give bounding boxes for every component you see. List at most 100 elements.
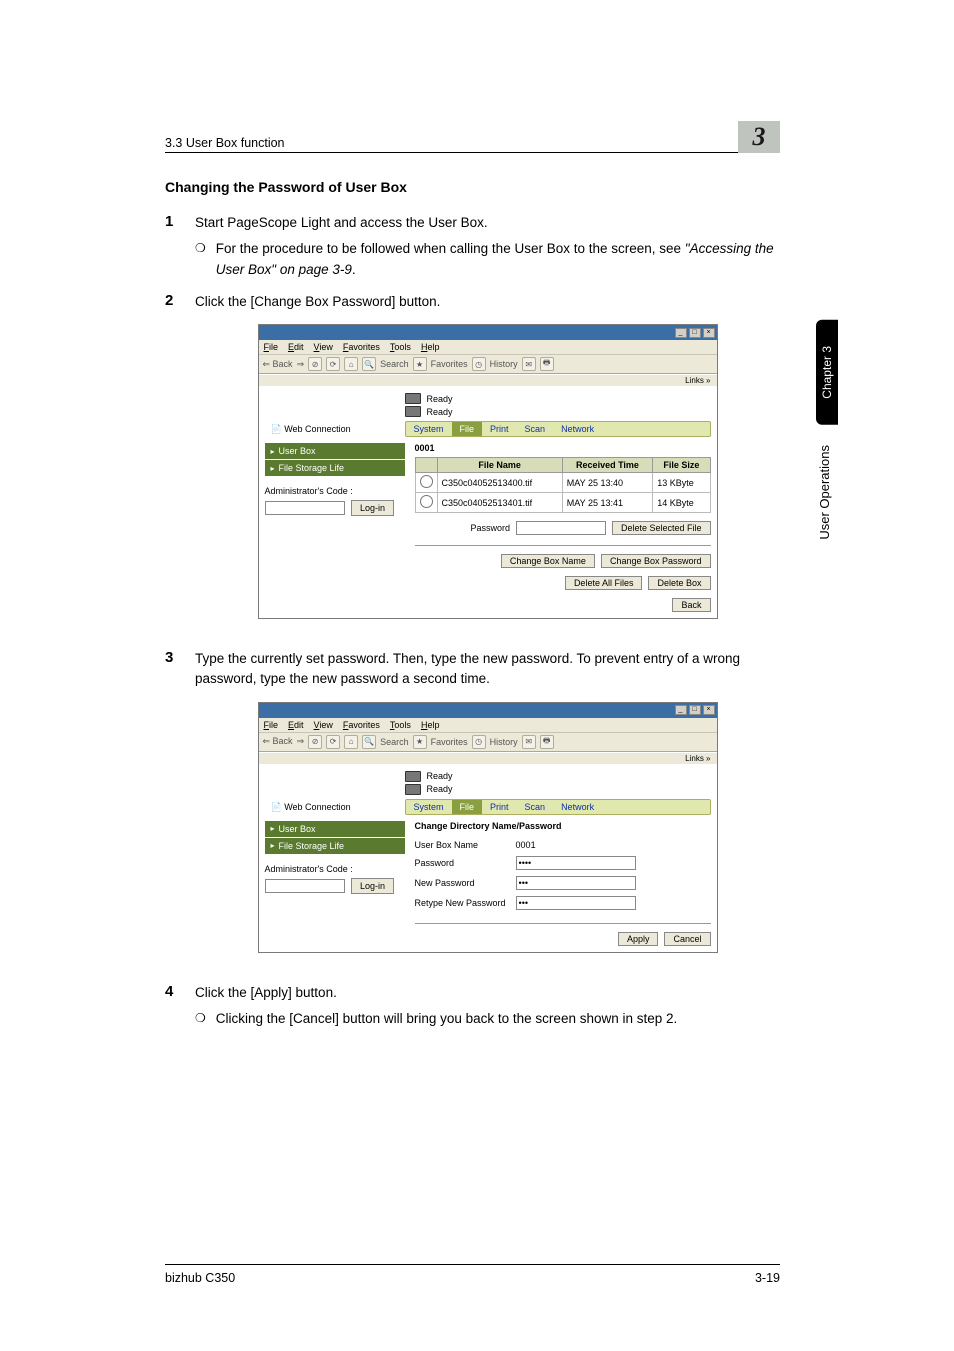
search-icon[interactable]: 🔍	[362, 357, 376, 371]
menu-tools[interactable]: Tools	[390, 720, 411, 730]
cell-filename: C350c04052513401.tif	[437, 493, 562, 513]
delete-all-button[interactable]: Delete All Files	[565, 576, 643, 590]
back-button[interactable]: Back	[672, 598, 710, 612]
login-button[interactable]: Log-in	[351, 878, 394, 894]
status-line: Ready	[405, 770, 711, 783]
tab-file[interactable]: File	[452, 800, 483, 814]
chevron-icon: ▸	[271, 447, 275, 456]
close-button[interactable]: ×	[703, 705, 715, 715]
retype-password-input[interactable]	[516, 896, 636, 910]
chevron-icon: ▸	[271, 841, 275, 850]
admin-code-input[interactable]	[265, 879, 345, 893]
admin-label: Administrator's Code :	[265, 864, 405, 874]
mail-icon[interactable]: ✉	[522, 357, 536, 371]
menu-view[interactable]: View	[314, 342, 333, 352]
password-input[interactable]	[516, 521, 606, 535]
history-label[interactable]: History	[490, 359, 518, 369]
step-body: Click the [Apply] button. ❍ Clicking the…	[195, 983, 780, 1030]
password-input[interactable]	[516, 856, 636, 870]
links-label[interactable]: Links	[685, 754, 704, 763]
maximize-button[interactable]: □	[689, 705, 701, 715]
tab-file[interactable]: File	[452, 422, 483, 436]
tab-system[interactable]: System	[406, 422, 452, 436]
tab-print[interactable]: Print	[482, 800, 517, 814]
cell-radio[interactable]	[415, 473, 437, 493]
favorites-icon[interactable]: ★	[413, 357, 427, 371]
menu-tools[interactable]: Tools	[390, 342, 411, 352]
menu-edit[interactable]: Edit	[288, 342, 304, 352]
maximize-button[interactable]: □	[689, 328, 701, 338]
menu-help[interactable]: Help	[421, 720, 440, 730]
new-password-input[interactable]	[516, 876, 636, 890]
tab-scan[interactable]: Scan	[517, 422, 554, 436]
row-radio[interactable]	[420, 475, 433, 488]
tab-network[interactable]: Network	[553, 422, 602, 436]
favorites-label[interactable]: Favorites	[431, 737, 468, 747]
history-icon[interactable]: ◷	[472, 357, 486, 371]
refresh-icon[interactable]: ⟳	[326, 357, 340, 371]
refresh-icon[interactable]: ⟳	[326, 735, 340, 749]
tab-print[interactable]: Print	[482, 422, 517, 436]
tab-scan[interactable]: Scan	[517, 800, 554, 814]
stop-icon[interactable]: ⊘	[308, 357, 322, 371]
print-icon[interactable]: 🖶	[540, 735, 554, 749]
delete-box-button[interactable]: Delete Box	[648, 576, 710, 590]
step-body: Click the [Change Box Password] button.	[195, 292, 780, 312]
menu-view[interactable]: View	[314, 720, 333, 730]
section-title: 3.3 User Box function	[165, 136, 730, 150]
printer-icon	[405, 406, 421, 417]
close-button[interactable]: ×	[703, 328, 715, 338]
history-label[interactable]: History	[490, 737, 518, 747]
sidebar-file-storage[interactable]: ▸File Storage Life	[265, 838, 405, 854]
search-label[interactable]: Search	[380, 359, 409, 369]
favorites-icon[interactable]: ★	[413, 735, 427, 749]
print-icon[interactable]: 🖶	[540, 357, 554, 371]
browser-window: _ □ × File Edit View Favorites Tools Hel…	[258, 702, 718, 953]
sidebar-file-storage[interactable]: ▸File Storage Life	[265, 460, 405, 476]
content-area: 📄 Web Connection Ready Ready System File…	[259, 764, 717, 952]
tab-network[interactable]: Network	[553, 800, 602, 814]
menu-file[interactable]: File	[264, 342, 279, 352]
login-button[interactable]: Log-in	[351, 500, 394, 516]
back-button[interactable]: ⇐ Back	[263, 359, 293, 370]
tab-system[interactable]: System	[406, 800, 452, 814]
favorites-label[interactable]: Favorites	[431, 359, 468, 369]
change-password-button[interactable]: Change Box Password	[601, 554, 711, 568]
sub-item: ❍ For the procedure to be followed when …	[195, 239, 780, 280]
col-select	[415, 458, 437, 473]
password-label: Password	[470, 523, 510, 533]
sidebar-user-box[interactable]: ▸User Box	[265, 443, 405, 459]
sidebar-user-box[interactable]: ▸User Box	[265, 821, 405, 837]
status-ready: Ready	[427, 784, 453, 794]
stop-icon[interactable]: ⊘	[308, 735, 322, 749]
menu-file[interactable]: File	[264, 720, 279, 730]
links-label[interactable]: Links	[685, 376, 704, 385]
menu-help[interactable]: Help	[421, 342, 440, 352]
admin-code-input[interactable]	[265, 501, 345, 515]
change-name-button[interactable]: Change Box Name	[501, 554, 595, 568]
menu-favorites[interactable]: Favorites	[343, 720, 380, 730]
row-radio[interactable]	[420, 495, 433, 508]
minimize-button[interactable]: _	[675, 705, 687, 715]
menu-favorites[interactable]: Favorites	[343, 342, 380, 352]
back-button[interactable]: ⇐ Back	[263, 736, 293, 747]
minimize-button[interactable]: _	[675, 328, 687, 338]
home-icon[interactable]: ⌂	[344, 735, 358, 749]
cell-radio[interactable]	[415, 493, 437, 513]
fwd-button[interactable]: ⇒	[297, 359, 305, 370]
fwd-button[interactable]: ⇒	[297, 736, 305, 747]
web-connection-label: 📄 Web Connection	[271, 802, 399, 813]
delete-selected-button[interactable]: Delete Selected File	[612, 521, 711, 535]
apply-button[interactable]: Apply	[618, 932, 659, 946]
step-3: 3 Type the currently set password. Then,…	[165, 649, 780, 690]
cancel-button[interactable]: Cancel	[664, 932, 710, 946]
form-table: User Box Name 0001 Password New Password	[415, 837, 646, 913]
toolbar: ⇐ Back ⇒ ⊘ ⟳ ⌂ 🔍 Search ★ Favorites ◷ Histo…	[259, 355, 717, 374]
step-4: 4 Click the [Apply] button. ❍ Clicking t…	[165, 983, 780, 1030]
home-icon[interactable]: ⌂	[344, 357, 358, 371]
menu-edit[interactable]: Edit	[288, 720, 304, 730]
search-icon[interactable]: 🔍	[362, 735, 376, 749]
mail-icon[interactable]: ✉	[522, 735, 536, 749]
search-label[interactable]: Search	[380, 737, 409, 747]
history-icon[interactable]: ◷	[472, 735, 486, 749]
